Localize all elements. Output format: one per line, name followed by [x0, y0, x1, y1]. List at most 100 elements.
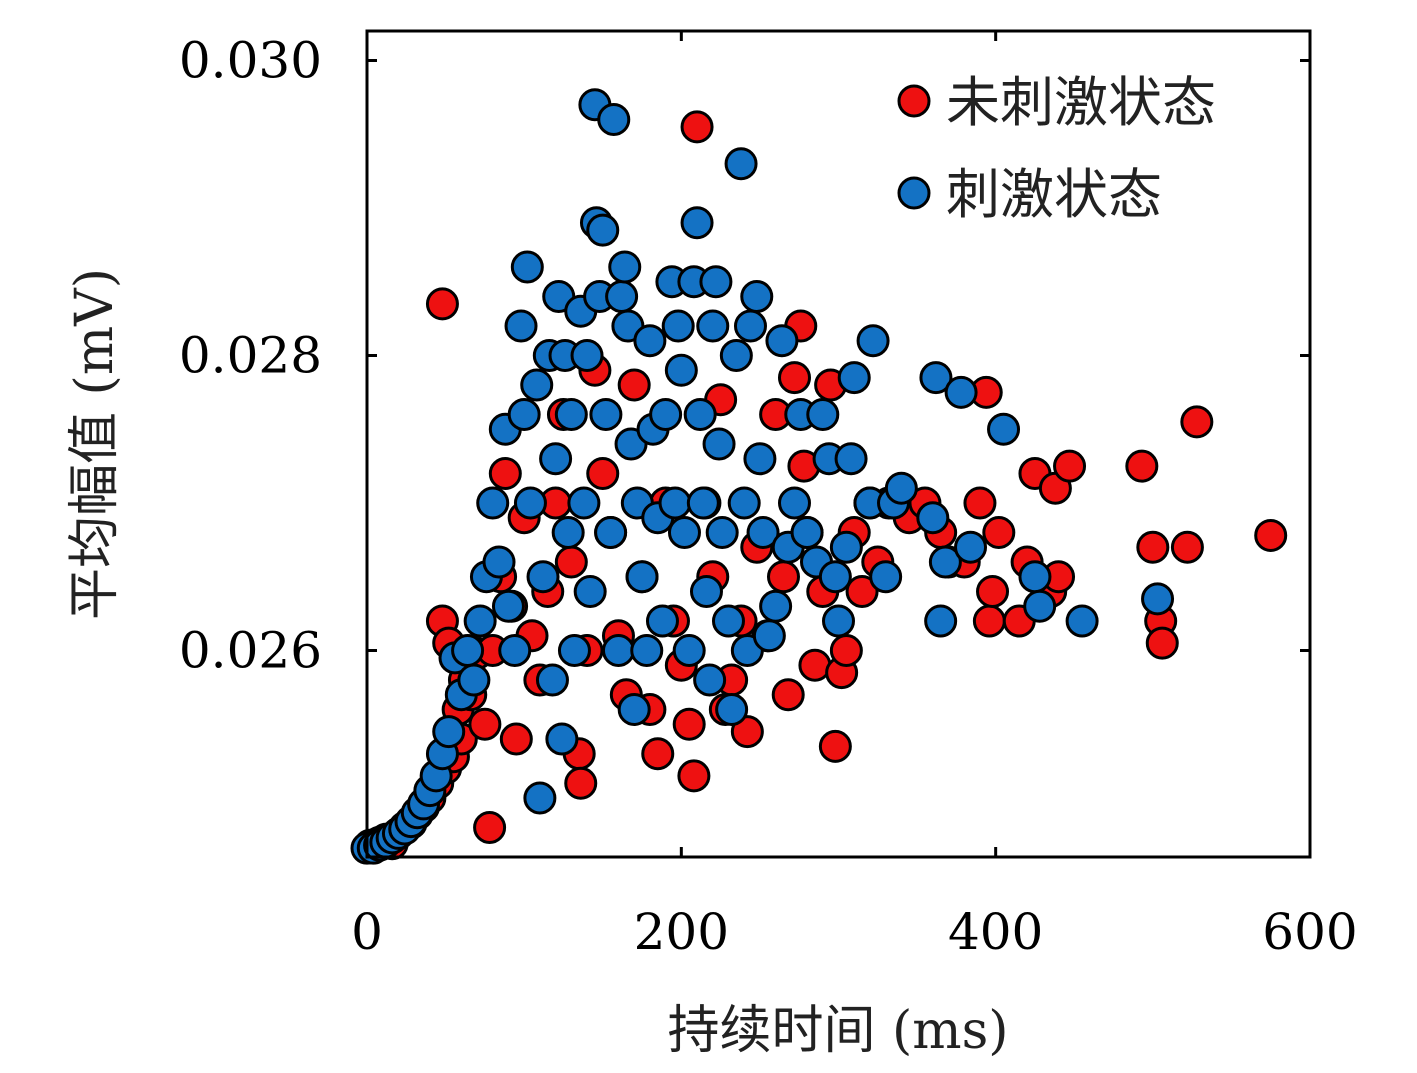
data-point: [963, 486, 997, 520]
data-point: [1170, 530, 1204, 564]
data-point: [790, 516, 824, 549]
x-tick-label: 200: [634, 903, 729, 961]
data-point: [1254, 518, 1288, 552]
x-axis-label: 持续时间 (ms): [667, 1001, 1008, 1061]
data-point: [594, 516, 628, 549]
data-point: [743, 442, 777, 476]
data-point: [513, 486, 547, 520]
data-point: [633, 324, 667, 358]
data-point: [672, 707, 706, 741]
data-point: [457, 663, 491, 697]
data-point: [658, 486, 692, 520]
data-point: [845, 575, 879, 608]
data-point: [664, 353, 698, 387]
data-point: [869, 560, 903, 594]
data-point: [498, 634, 532, 667]
data-point: [661, 309, 695, 343]
data-point: [1023, 589, 1057, 623]
data-point: [680, 110, 714, 144]
legend-marker-unstimulated: [897, 84, 931, 118]
data-point: [987, 412, 1021, 446]
data-point: [1018, 560, 1052, 594]
data-point: [1141, 582, 1175, 616]
data-point: [752, 619, 786, 653]
data-point: [473, 811, 507, 844]
data-point: [554, 398, 588, 431]
data-point: [551, 516, 585, 549]
data-point: [727, 486, 761, 520]
data-point: [699, 265, 733, 299]
data-point: [520, 368, 554, 402]
data-point: [589, 398, 623, 431]
data-point: [806, 398, 840, 431]
data-point: [724, 147, 758, 181]
data-point: [730, 715, 764, 749]
data-point: [719, 339, 753, 372]
legend-marker-stimulated: [897, 176, 931, 210]
data-point: [1145, 626, 1179, 660]
data-point: [672, 634, 706, 667]
data-point: [667, 516, 701, 549]
data-point: [630, 634, 664, 667]
data-point: [507, 398, 541, 431]
data-point: [924, 604, 958, 638]
data-point: [573, 575, 607, 608]
data-point: [822, 604, 855, 638]
data-point: [705, 516, 739, 549]
legend-label-unstimulated: 未刺激状态: [946, 71, 1216, 134]
x-tick-label: 0: [351, 903, 383, 961]
data-point: [944, 375, 978, 409]
ticks-layer: 0 200 400 600 0.026 0.028 0.030: [179, 31, 1358, 961]
data-point: [564, 766, 598, 800]
data-point: [919, 361, 953, 395]
data-point: [765, 324, 799, 358]
data-point: [432, 715, 466, 749]
data-point: [711, 604, 745, 638]
data-point: [523, 781, 557, 815]
data-point: [818, 729, 852, 763]
data-point: [798, 648, 832, 682]
legend: 未刺激状态 刺激状态: [897, 71, 1216, 226]
data-point: [680, 206, 714, 240]
data-point: [766, 560, 800, 594]
data-point: [1180, 405, 1214, 439]
data-point: [586, 213, 620, 247]
data-point: [740, 280, 774, 313]
data-point: [976, 575, 1010, 608]
x-tick-label: 600: [1262, 903, 1357, 961]
data-point: [677, 759, 711, 793]
data-point: [746, 516, 780, 549]
data-point: [554, 545, 588, 579]
data-point: [539, 442, 573, 476]
data-point: [1136, 530, 1170, 564]
data-point: [733, 309, 767, 343]
data-point: [597, 103, 631, 136]
data-point: [693, 663, 727, 697]
data-point: [759, 589, 793, 623]
data-point: [482, 545, 516, 579]
data-point: [535, 663, 569, 697]
data-point: [625, 560, 659, 594]
data-point: [829, 634, 863, 667]
data-point: [567, 486, 601, 520]
data-point: [982, 516, 1016, 549]
data-point: [586, 457, 620, 490]
series-1: [350, 88, 1175, 865]
data-point: [818, 560, 852, 594]
data-point: [645, 604, 679, 638]
data-point: [686, 486, 720, 520]
data-point: [715, 693, 749, 726]
data-point: [499, 722, 533, 756]
data-point: [488, 457, 522, 490]
data-point: [608, 250, 642, 284]
data-point: [526, 560, 560, 594]
data-point: [476, 486, 510, 520]
data-point: [425, 287, 459, 321]
data-point: [954, 530, 988, 564]
data-point: [702, 427, 736, 461]
data-point: [837, 361, 871, 395]
data-point: [689, 575, 723, 608]
y-tick-label: 0.026: [179, 622, 322, 680]
x-tick-label: 400: [948, 903, 1043, 961]
y-tick-label: 0.030: [179, 32, 322, 90]
